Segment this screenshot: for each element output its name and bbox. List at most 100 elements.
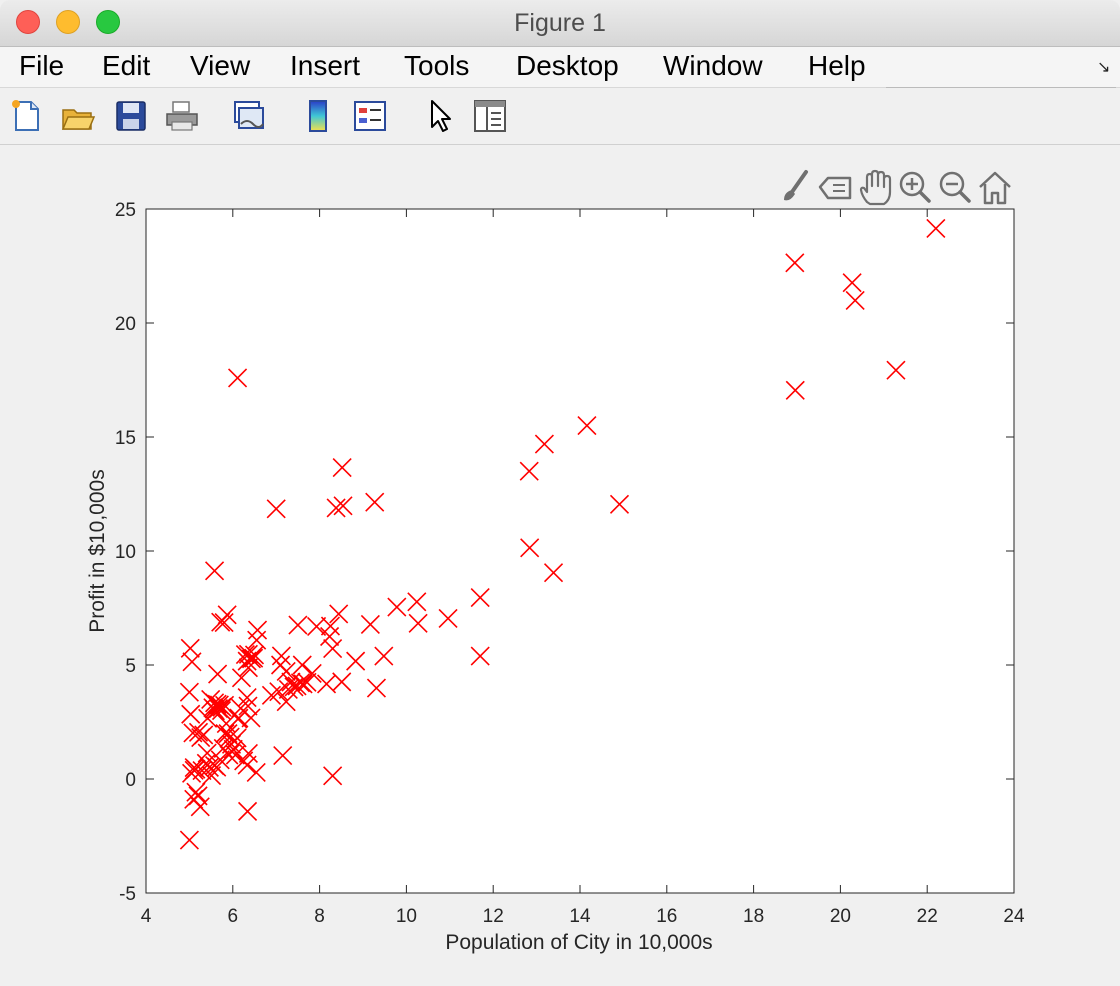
data-point [360, 614, 380, 634]
data-point [238, 696, 258, 716]
data-point [181, 704, 201, 724]
data-point [220, 727, 240, 747]
data-point [326, 498, 346, 518]
dock-arrow-icon[interactable]: ↘ [1097, 59, 1111, 76]
data-point [184, 789, 204, 809]
data-point [329, 604, 349, 624]
data-point [332, 672, 352, 692]
menu-file[interactable]: File [19, 50, 65, 81]
data-point [261, 685, 281, 705]
axes-box[interactable] [145, 208, 1015, 894]
data-point [886, 360, 906, 380]
data-point [246, 762, 266, 782]
data-point [231, 668, 252, 688]
x-tick-label: 20 [830, 906, 851, 927]
new-figure-icon[interactable] [8, 98, 44, 134]
data-point [228, 368, 248, 388]
data-point [211, 701, 232, 721]
data-point [408, 613, 428, 633]
data-point [210, 750, 230, 770]
print-icon[interactable] [164, 98, 200, 134]
data-point [238, 658, 258, 678]
data-point [292, 655, 312, 675]
data-point [470, 587, 490, 608]
minimize-window-button[interactable] [56, 10, 80, 34]
data-point [179, 830, 199, 850]
data-point [320, 616, 341, 636]
save-icon[interactable] [113, 98, 149, 134]
data-point [534, 434, 554, 454]
data-point [270, 655, 291, 675]
data-point [470, 646, 490, 666]
data-point [197, 743, 217, 763]
figure-toolbar [0, 88, 1120, 145]
edit-plot-arrow-icon[interactable] [422, 98, 458, 134]
data-point [323, 766, 343, 786]
y-axis-label: Profit in $10,000s [86, 469, 109, 632]
data-point [234, 751, 254, 771]
menu-edit[interactable]: Edit [102, 50, 151, 81]
colorbar-icon[interactable] [300, 98, 336, 134]
property-inspector-icon[interactable] [472, 98, 508, 134]
data-point [302, 663, 322, 684]
x-tick-label: 4 [141, 906, 152, 927]
data-point [205, 561, 225, 581]
y-tick-label: 10 [115, 542, 136, 563]
data-point [519, 461, 539, 481]
tick-marks [145, 208, 1015, 894]
pan-hand-icon[interactable] [859, 169, 892, 206]
x-tick-label: 8 [314, 906, 325, 927]
menu-bar: File Edit View Insert Tools Desktop Wind… [0, 47, 1120, 88]
data-tip-icon[interactable] [818, 176, 852, 200]
menu-window[interactable]: Window [663, 50, 763, 81]
maximize-window-button[interactable] [96, 10, 120, 34]
data-point [323, 639, 343, 659]
data-point [276, 692, 296, 712]
data-point [271, 646, 291, 666]
x-tick-label: 6 [228, 906, 239, 927]
data-point [316, 674, 337, 694]
menu-desktop[interactable]: Desktop [516, 50, 619, 81]
x-tick-labels: 4 6 8 10 12 14 16 18 20 22 24 [141, 906, 1025, 927]
menu-tools[interactable]: Tools [404, 50, 470, 81]
close-window-button[interactable] [16, 10, 40, 34]
data-point [785, 253, 805, 273]
x-tick-label: 12 [483, 906, 504, 927]
data-point [235, 644, 255, 665]
data-point [237, 688, 257, 708]
link-plot-icon[interactable] [231, 98, 267, 134]
legend-icon[interactable] [352, 98, 388, 134]
x-tick-label: 14 [569, 906, 591, 927]
data-point [237, 651, 257, 671]
data-point [845, 290, 865, 310]
data-point [842, 273, 862, 293]
menu-insert[interactable]: Insert [290, 50, 361, 81]
data-point [785, 380, 805, 400]
data-point [346, 651, 366, 671]
data-point [209, 695, 229, 715]
data-point [333, 496, 353, 516]
x-axis-label: Population of City in 10,000s [445, 931, 712, 954]
y-tick-label: 25 [115, 200, 136, 221]
menu-view[interactable]: View [190, 50, 251, 81]
data-point [577, 416, 597, 436]
zoom-in-icon[interactable] [899, 171, 931, 203]
data-point [211, 612, 231, 632]
data-point [186, 782, 206, 802]
data-point [332, 457, 352, 478]
home-icon[interactable] [979, 171, 1011, 205]
data-point [281, 672, 301, 692]
data-point [215, 724, 235, 744]
brush-icon[interactable] [784, 170, 808, 201]
open-file-icon[interactable] [60, 98, 96, 134]
y-tick-label: 0 [125, 770, 136, 791]
data-point [365, 492, 385, 512]
data-point [208, 664, 228, 684]
title-bar[interactable]: Figure 1 [0, 0, 1120, 47]
menu-divider [886, 87, 1116, 88]
zoom-out-icon[interactable] [939, 171, 971, 203]
menu-help[interactable]: Help [808, 50, 866, 81]
data-point [238, 644, 258, 664]
